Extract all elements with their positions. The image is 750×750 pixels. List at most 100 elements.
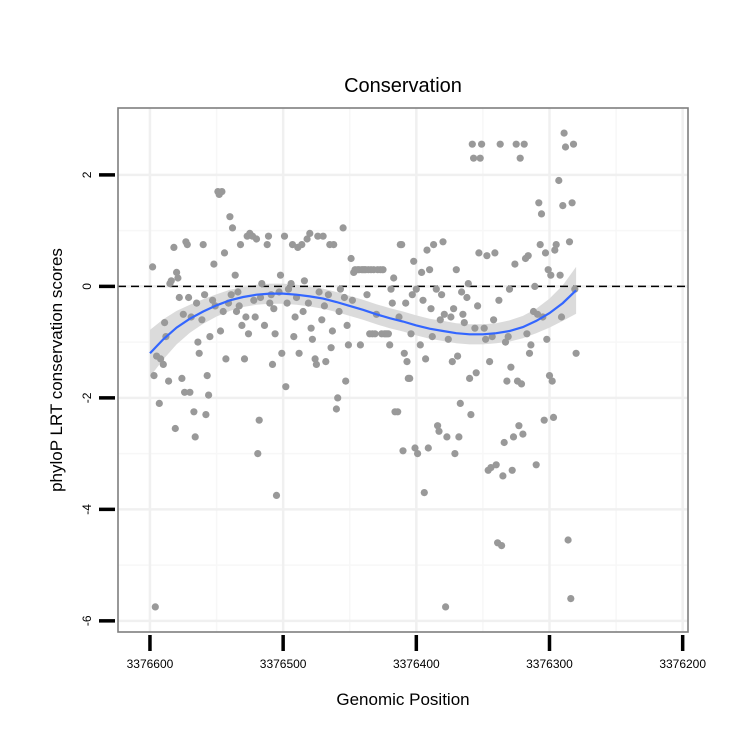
data-point — [527, 341, 535, 349]
data-point — [399, 447, 407, 455]
data-point — [219, 307, 227, 316]
y-axis: -6 -4 -2 0 2 — [80, 171, 115, 626]
data-point — [165, 377, 173, 385]
data-point — [440, 310, 448, 318]
data-point — [466, 374, 474, 382]
data-point — [268, 360, 277, 368]
data-point — [384, 330, 392, 338]
data-point — [198, 316, 206, 324]
data-point — [183, 241, 191, 249]
data-point — [434, 422, 442, 430]
data-point — [260, 321, 269, 329]
data-point — [232, 307, 241, 316]
data-point — [202, 411, 210, 419]
data-point — [227, 291, 235, 299]
data-point — [340, 293, 348, 302]
data-point — [488, 333, 496, 341]
data-point — [548, 377, 556, 385]
data-point — [524, 252, 532, 260]
data-point — [435, 427, 443, 435]
data-point — [264, 232, 273, 240]
x-tick-label: 3376300 — [526, 657, 573, 671]
data-point — [531, 282, 539, 290]
y-tick-label: 0 — [80, 283, 94, 290]
data-point — [150, 372, 158, 380]
data-point — [511, 260, 519, 268]
data-point — [458, 288, 466, 296]
data-point — [205, 391, 213, 399]
data-point — [244, 330, 253, 338]
data-point — [442, 603, 450, 611]
data-point — [218, 188, 226, 196]
data-point — [516, 154, 524, 162]
data-point — [572, 349, 580, 357]
x-tick-label: 3376200 — [659, 657, 706, 671]
data-point — [210, 260, 218, 268]
data-point — [304, 299, 312, 307]
data-point — [242, 313, 250, 321]
data-point — [312, 360, 320, 368]
data-point — [295, 349, 303, 357]
data-point — [447, 313, 455, 321]
y-tick-label: -2 — [80, 392, 94, 403]
data-point — [423, 246, 431, 254]
data-point — [308, 335, 316, 343]
data-point — [234, 288, 242, 296]
data-point — [454, 352, 462, 360]
data-point — [436, 316, 444, 324]
data-point — [336, 285, 344, 293]
data-point — [407, 330, 415, 338]
data-point — [403, 358, 411, 366]
data-point — [307, 324, 315, 332]
data-point — [255, 416, 263, 424]
data-point — [315, 288, 323, 296]
data-point — [280, 232, 289, 240]
smooth-curve — [149, 289, 577, 355]
data-point — [419, 296, 427, 304]
data-point — [537, 210, 546, 218]
data-point — [556, 271, 564, 279]
data-point — [322, 358, 330, 366]
data-point — [222, 355, 230, 363]
data-point — [444, 335, 452, 343]
data-point — [303, 235, 311, 243]
data-point — [283, 299, 291, 307]
data-point — [371, 330, 379, 338]
y-tick-label: 2 — [80, 171, 94, 178]
data-point — [228, 224, 237, 232]
data-point — [475, 249, 483, 257]
data-point — [416, 341, 424, 349]
data-point — [398, 241, 406, 249]
data-point — [424, 444, 432, 452]
data-point — [199, 241, 207, 249]
data-point — [547, 271, 555, 279]
data-point — [523, 330, 531, 338]
data-point — [501, 338, 510, 346]
data-point — [532, 461, 540, 469]
data-point — [201, 291, 209, 299]
x-axis: 3376600 3376500 3376400 3376300 3376200 — [127, 635, 706, 671]
data-point — [406, 374, 414, 382]
y-tick-label: -4 — [80, 504, 94, 515]
x-tick-label: 3376400 — [393, 657, 440, 671]
data-point — [555, 176, 563, 185]
data-point — [438, 291, 446, 299]
data-point — [387, 285, 395, 293]
data-point — [171, 424, 179, 433]
data-point — [544, 266, 552, 274]
data-point — [504, 333, 512, 341]
data-point — [231, 271, 239, 279]
data-point — [388, 299, 396, 307]
data-point — [235, 302, 243, 310]
data-point — [173, 268, 181, 276]
data-point — [263, 241, 271, 249]
data-point — [149, 263, 157, 271]
data-point — [185, 293, 193, 302]
data-point — [194, 338, 202, 346]
data-point — [300, 277, 308, 285]
data-point — [486, 358, 494, 366]
data-point — [193, 299, 201, 307]
data-point — [159, 360, 167, 368]
data-point — [314, 232, 322, 240]
